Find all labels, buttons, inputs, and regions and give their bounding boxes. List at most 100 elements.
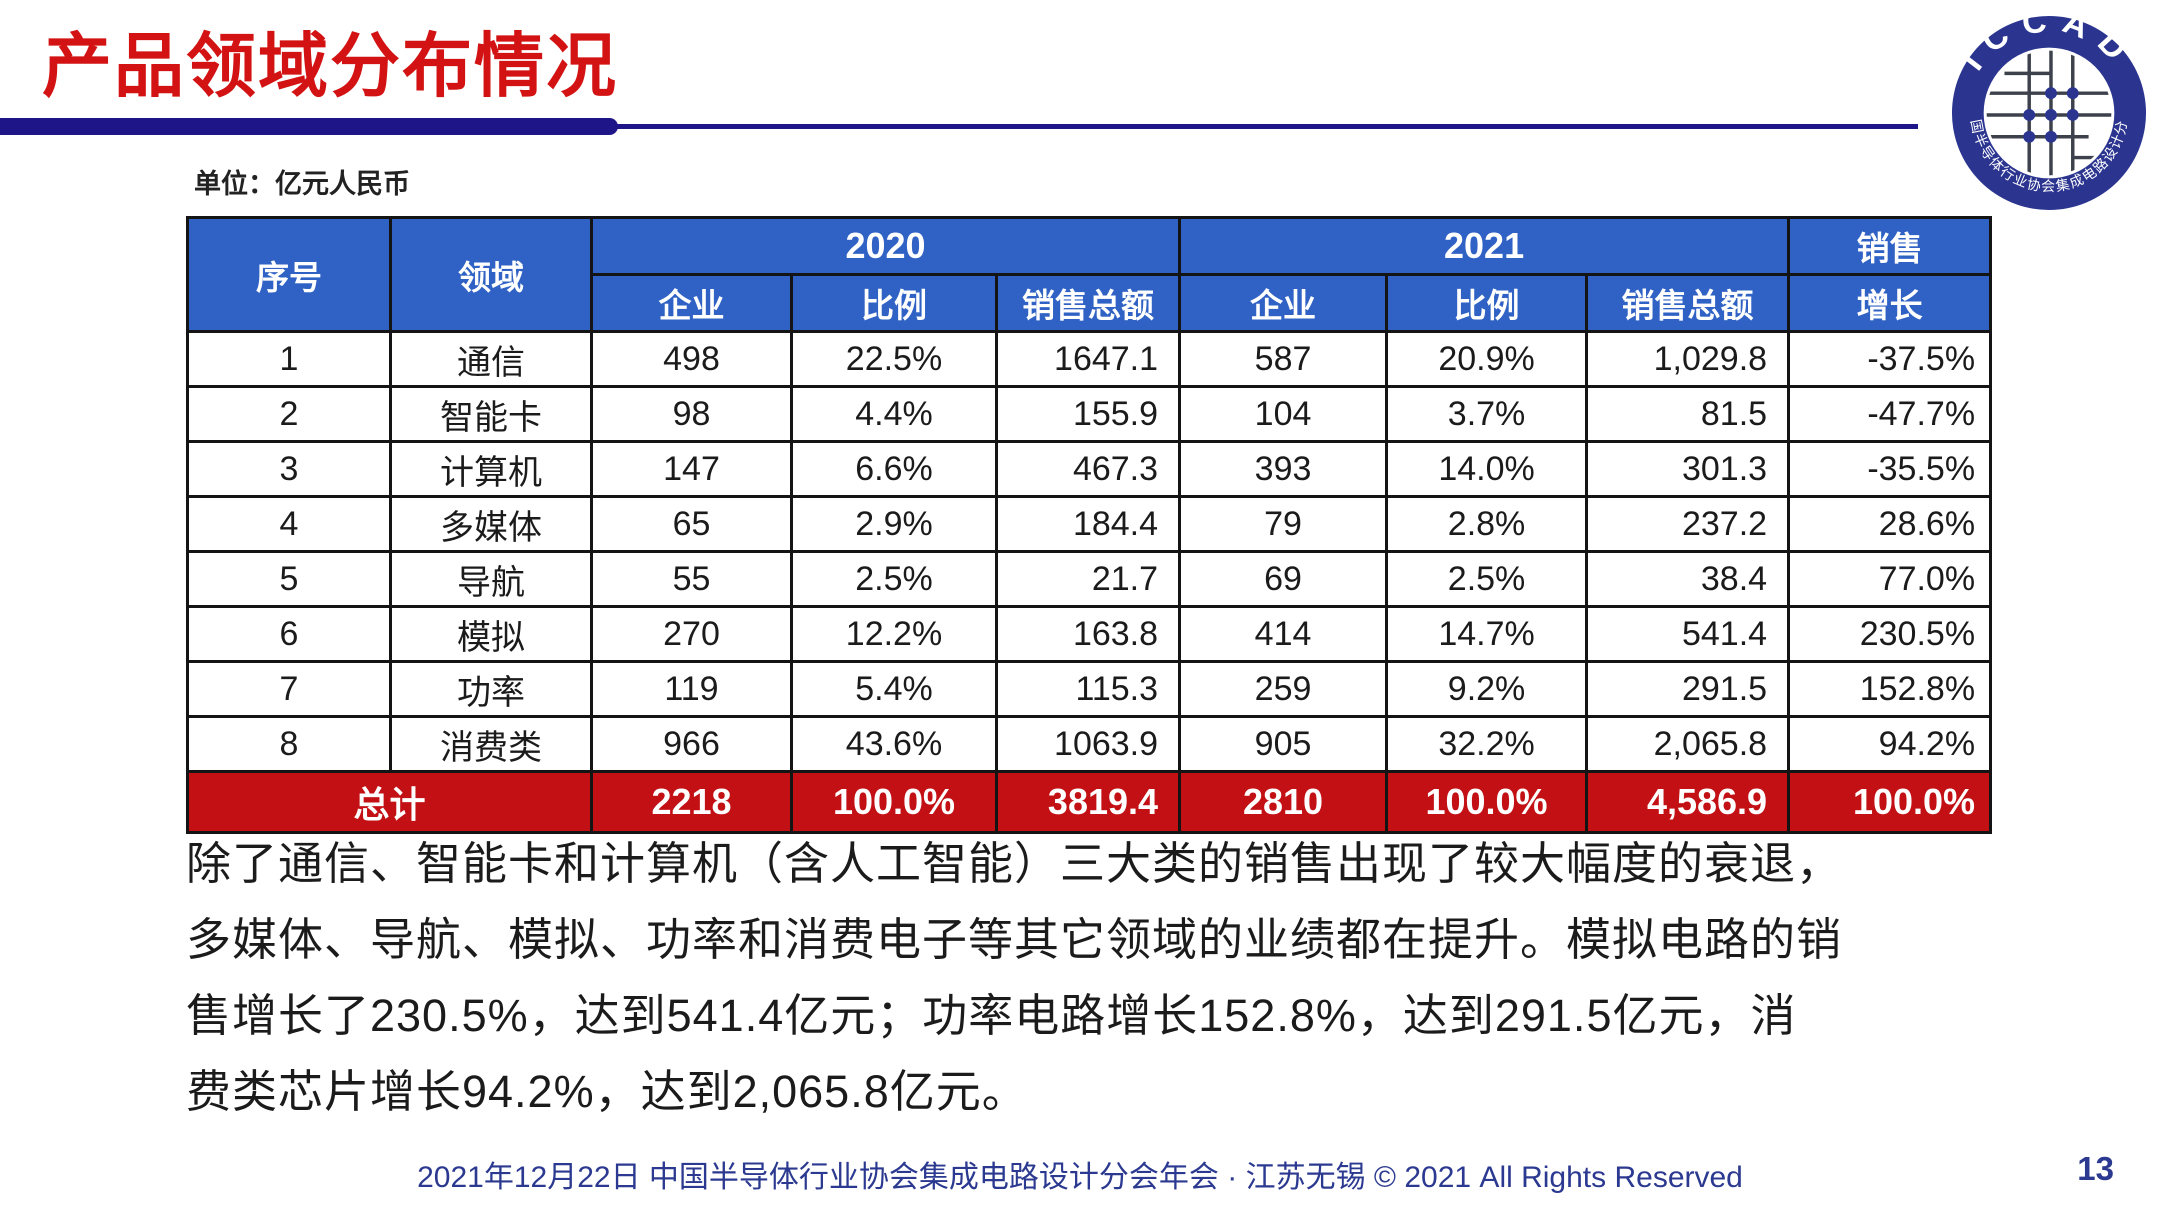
- title-underline-line: [616, 124, 1918, 129]
- cell-2020-company: 966: [590, 715, 793, 773]
- cell-2021-sales: 541.4: [1585, 605, 1791, 663]
- cell-2021-sales: 2,065.8: [1585, 715, 1791, 773]
- cell-2020-sales: 115.3: [994, 660, 1182, 718]
- cell-2021-company: 587: [1178, 330, 1389, 388]
- paragraph-line-2: 多媒体、导航、模拟、功率和消费电子等其它领域的业绩都在提升。模拟电路的销: [186, 914, 1843, 965]
- cell-2021-ratio: 3.7%: [1385, 385, 1589, 443]
- cell-growth: 77.0%: [1787, 550, 1993, 608]
- col-header-sales-total-2020: 销售总额: [994, 273, 1182, 333]
- table-row: 3 计算机 147 6.6% 467.3 393 14.0% 301.3 -35…: [186, 440, 1993, 498]
- cell-2020-company: 498: [590, 330, 793, 388]
- col-header-sales-total-2021: 销售总额: [1585, 273, 1791, 333]
- cell-growth: 94.2%: [1787, 715, 1993, 773]
- col-header-domain: 领域: [389, 216, 593, 333]
- col-group-2020: 2020: [589, 216, 1182, 276]
- cell-2020-sales: 163.8: [994, 605, 1182, 663]
- cell-2021-sales: 237.2: [1585, 495, 1791, 553]
- cell-2021-company: 259: [1178, 660, 1389, 718]
- cell-2020-sales: 467.3: [994, 440, 1182, 498]
- cell-2020-ratio: 2.5%: [790, 550, 998, 608]
- cell-2020-company: 98: [590, 385, 793, 443]
- cell-2021-ratio: 2.8%: [1385, 495, 1589, 553]
- cell-index: 3: [186, 440, 392, 498]
- cell-2020-company: 55: [590, 550, 793, 608]
- total-2021-ratio: 100.0%: [1385, 770, 1589, 834]
- total-2020-company: 2218: [590, 770, 793, 834]
- cell-2021-company: 414: [1178, 605, 1389, 663]
- cell-2020-ratio: 6.6%: [790, 440, 998, 498]
- cell-2021-ratio: 32.2%: [1385, 715, 1589, 773]
- summary-paragraph: 除了通信、智能卡和计算机（含人工智能）三大类的销售出现了较大幅度的衰退， 多媒体…: [186, 826, 2016, 1130]
- footer-text: 2021年12月22日 中国半导体行业协会集成电路设计分会年会 · 江苏无锡 ©…: [417, 1161, 1743, 1194]
- page-title: 产品领域分布情况: [42, 27, 618, 105]
- cell-2021-sales: 301.3: [1585, 440, 1791, 498]
- cell-domain: 多媒体: [389, 495, 593, 553]
- total-2021-sales: 4,586.9: [1585, 770, 1791, 834]
- cell-index: 5: [186, 550, 392, 608]
- cell-2020-ratio: 43.6%: [790, 715, 998, 773]
- cell-2021-company: 393: [1178, 440, 1389, 498]
- table-row: 8 消费类 966 43.6% 1063.9 905 32.2% 2,065.8…: [186, 715, 1993, 773]
- col-group-2021: 2021: [1178, 216, 1791, 276]
- table-row: 6 模拟 270 12.2% 163.8 414 14.7% 541.4 230…: [186, 605, 1993, 663]
- cell-2020-sales: 21.7: [994, 550, 1182, 608]
- paragraph-line-4: 费类芯片增长94.2%，达到2,065.8亿元。: [186, 1066, 1028, 1117]
- cell-domain: 智能卡: [389, 385, 593, 443]
- cell-2020-ratio: 4.4%: [790, 385, 998, 443]
- cell-2020-sales: 1647.1: [994, 330, 1182, 388]
- cell-growth: -47.7%: [1787, 385, 1993, 443]
- footer: 2021年12月22日 中国半导体行业协会集成电路设计分会年会 · 江苏无锡 ©…: [0, 1152, 2160, 1196]
- cell-2020-company: 119: [590, 660, 793, 718]
- col-header-company-2021: 企业: [1178, 273, 1389, 333]
- cell-2020-sales: 155.9: [994, 385, 1182, 443]
- table-row: 5 导航 55 2.5% 21.7 69 2.5% 38.4 77.0%: [186, 550, 1993, 608]
- total-2020-ratio: 100.0%: [790, 770, 998, 834]
- unit-note: 单位：亿元人民币: [194, 169, 410, 199]
- cell-2021-ratio: 14.7%: [1385, 605, 1589, 663]
- col-header-company-2020: 企业: [590, 273, 793, 333]
- cell-2021-company: 905: [1178, 715, 1389, 773]
- cell-growth: -35.5%: [1787, 440, 1993, 498]
- paragraph-line-1: 除了通信、智能卡和计算机（含人工智能）三大类的销售出现了较大幅度的衰退，: [186, 838, 1843, 889]
- cell-2021-company: 104: [1178, 385, 1389, 443]
- cell-2021-ratio: 14.0%: [1385, 440, 1589, 498]
- col-header-ratio-2020: 比例: [790, 273, 998, 333]
- cell-index: 2: [186, 385, 392, 443]
- cell-index: 7: [186, 660, 392, 718]
- cell-2021-ratio: 2.5%: [1385, 550, 1589, 608]
- cell-2020-ratio: 12.2%: [790, 605, 998, 663]
- cell-2020-company: 147: [590, 440, 793, 498]
- table-row: 2 智能卡 98 4.4% 155.9 104 3.7% 81.5 -47.7%: [186, 385, 1993, 443]
- total-row: 总计 2218 100.0% 3819.4 2810 100.0% 4,586.…: [186, 770, 1993, 834]
- cell-domain: 通信: [389, 330, 593, 388]
- cell-domain: 功率: [389, 660, 593, 718]
- total-2021-company: 2810: [1178, 770, 1389, 834]
- cell-2021-sales: 81.5: [1585, 385, 1791, 443]
- cell-growth: -37.5%: [1787, 330, 1993, 388]
- cell-2020-ratio: 22.5%: [790, 330, 998, 388]
- cell-domain: 计算机: [389, 440, 593, 498]
- cell-domain: 模拟: [389, 605, 593, 663]
- cell-index: 8: [186, 715, 392, 773]
- cell-growth: 230.5%: [1787, 605, 1993, 663]
- table-row: 7 功率 119 5.4% 115.3 259 9.2% 291.5 152.8…: [186, 660, 1993, 718]
- cell-index: 6: [186, 605, 392, 663]
- cell-2020-company: 65: [590, 495, 793, 553]
- col-header-ratio-2021: 比例: [1385, 273, 1589, 333]
- cell-2021-ratio: 20.9%: [1385, 330, 1589, 388]
- product-domain-table: 序号 领域 2020 2021 销售 企业 比例 销售总额 企业 比例 销售总额…: [186, 216, 1993, 834]
- cell-2021-sales: 1,029.8: [1585, 330, 1791, 388]
- cell-2021-sales: 38.4: [1585, 550, 1791, 608]
- cell-2021-sales: 291.5: [1585, 660, 1791, 718]
- logo-grid-dots: [2023, 87, 2079, 143]
- page-number: 13: [2077, 1150, 2114, 1187]
- table-row: 1 通信 498 22.5% 1647.1 587 20.9% 1,029.8 …: [186, 330, 1993, 388]
- title-underline-bar: [0, 118, 618, 135]
- cell-growth: 28.6%: [1787, 495, 1993, 553]
- total-label: 总计: [186, 770, 593, 834]
- cell-2020-sales: 1063.9: [994, 715, 1182, 773]
- col-header-index: 序号: [186, 216, 392, 333]
- total-growth: 100.0%: [1787, 770, 1993, 834]
- cell-2020-company: 270: [590, 605, 793, 663]
